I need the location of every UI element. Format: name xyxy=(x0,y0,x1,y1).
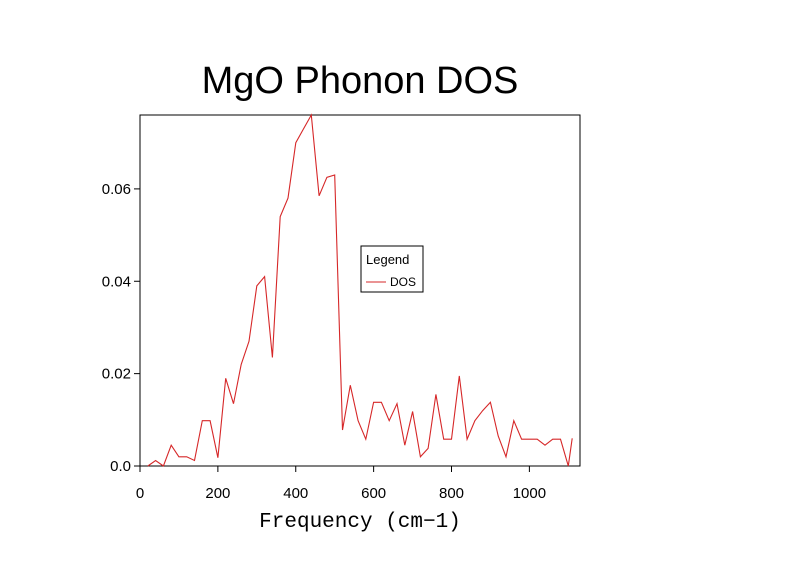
chart-title: MgO Phonon DOS xyxy=(202,60,519,102)
dos-series-line xyxy=(147,113,573,467)
y-tick-label: 0.06 xyxy=(102,181,131,198)
legend-dos-label: DOS xyxy=(390,275,416,289)
x-tick-label: 400 xyxy=(283,485,308,502)
x-tick-label: 800 xyxy=(439,485,464,502)
x-tick-label: 1000 xyxy=(513,485,546,502)
legend-box xyxy=(360,245,424,293)
x-tick-label: 200 xyxy=(205,485,230,502)
y-tick-label: 0.02 xyxy=(102,366,131,383)
x-tick-label: 600 xyxy=(361,485,386,502)
x-tick-label: 0 xyxy=(136,485,144,502)
x-axis-label: Frequency (cm−1) xyxy=(259,511,461,534)
legend-title: Legend xyxy=(366,252,409,267)
x-axis: 0 200 400 600 800 1000 xyxy=(136,466,546,502)
y-tick-label: 0.0 xyxy=(110,458,131,475)
legend: Legend DOS xyxy=(360,245,424,293)
y-tick-label: 0.04 xyxy=(102,273,131,290)
y-axis: 0.0 0.02 0.04 0.06 xyxy=(102,181,140,475)
plot-frame xyxy=(139,114,581,467)
